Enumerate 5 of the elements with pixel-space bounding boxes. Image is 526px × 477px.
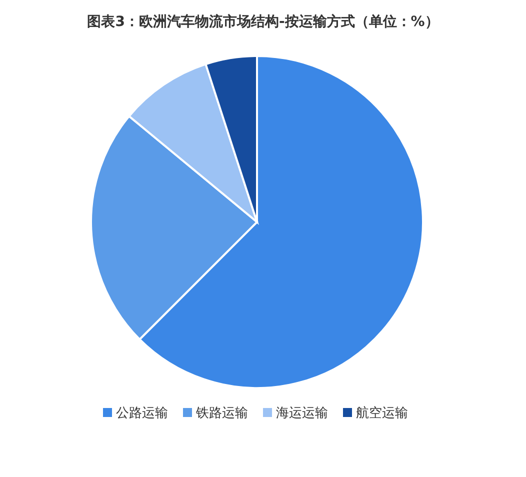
legend-label: 海运运输 [276, 406, 328, 421]
legend-label: 航空运输 [356, 406, 408, 421]
legend-label: 公路运输 [116, 406, 168, 421]
chart-title: 图表3：欧洲汽车物流市场结构-按运输方式（单位：%） [87, 13, 439, 30]
legend-label: 铁路运输 [195, 406, 248, 421]
